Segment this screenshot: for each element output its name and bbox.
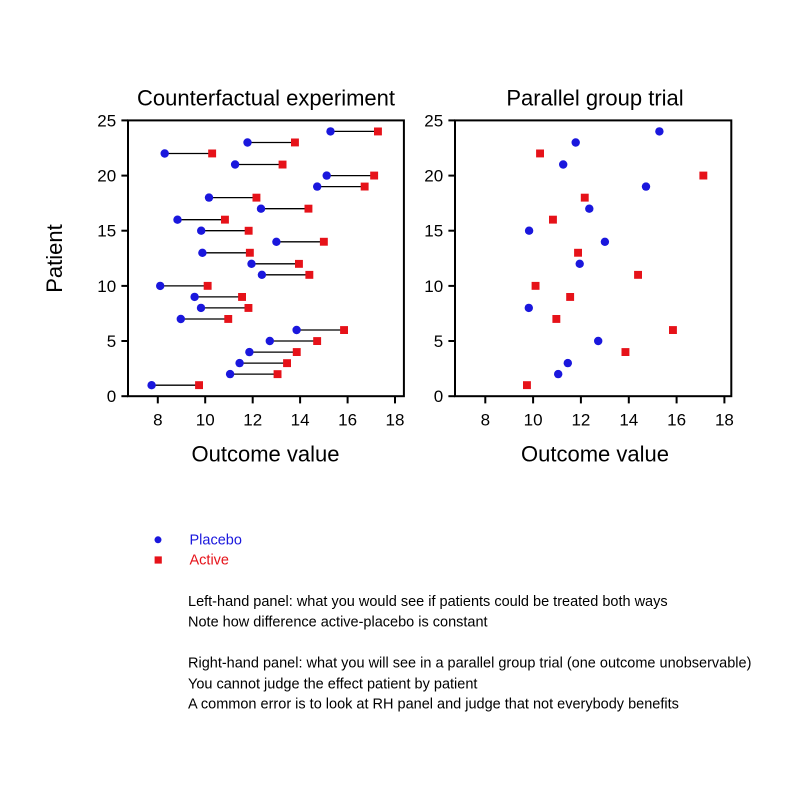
svg-text:16: 16: [667, 411, 686, 430]
svg-text:5: 5: [434, 332, 443, 351]
svg-text:Parallel group trial: Parallel group trial: [506, 85, 683, 110]
svg-text:14: 14: [291, 411, 310, 430]
svg-text:15: 15: [97, 222, 116, 241]
svg-text:Left-hand panel: what you woul: Left-hand panel: what you would see if p…: [188, 594, 668, 610]
svg-text:0: 0: [107, 387, 116, 406]
svg-text:18: 18: [715, 411, 734, 430]
svg-text:8: 8: [153, 411, 162, 430]
svg-text:20: 20: [97, 167, 116, 186]
svg-text:You cannot judge the effect pa: You cannot judge the effect patient by p…: [188, 676, 477, 692]
svg-text:25: 25: [424, 111, 443, 130]
svg-text:0: 0: [434, 387, 443, 406]
svg-text:15: 15: [424, 222, 443, 241]
svg-text:Counterfactual experiment: Counterfactual experiment: [137, 85, 395, 110]
svg-text:Placebo: Placebo: [190, 532, 242, 548]
svg-text:Note how difference active-pla: Note how difference active-placebo is co…: [188, 614, 488, 630]
svg-text:12: 12: [571, 411, 590, 430]
svg-text:20: 20: [424, 167, 443, 186]
svg-text:18: 18: [386, 411, 405, 430]
svg-text:10: 10: [424, 277, 443, 296]
svg-text:10: 10: [97, 277, 116, 296]
svg-text:14: 14: [619, 411, 638, 430]
svg-text:Outcome value: Outcome value: [521, 442, 669, 467]
svg-text:16: 16: [338, 411, 357, 430]
svg-text:8: 8: [481, 411, 490, 430]
svg-text:10: 10: [524, 411, 543, 430]
svg-text:12: 12: [243, 411, 262, 430]
svg-text:Active: Active: [190, 553, 230, 569]
svg-text:5: 5: [107, 332, 116, 351]
svg-text:Right-hand panel: what you wil: Right-hand panel: what you will see in a…: [188, 655, 751, 671]
svg-text:10: 10: [196, 411, 215, 430]
svg-text:Outcome value: Outcome value: [192, 442, 340, 467]
svg-text:25: 25: [97, 111, 116, 130]
svg-text:Patient: Patient: [42, 224, 67, 293]
svg-text:A common error is to look at R: A common error is to look at RH panel an…: [188, 697, 679, 713]
